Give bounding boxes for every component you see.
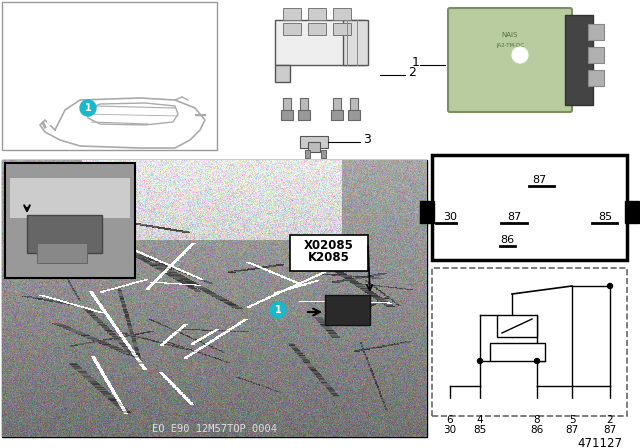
Bar (37, 243, 87, 263)
Bar (333, 8, 351, 20)
Bar (2, 160, 427, 437)
Bar (305, 150, 310, 158)
Circle shape (80, 100, 96, 116)
Bar (490, 343, 545, 361)
Bar (275, 65, 290, 82)
Text: X02085: X02085 (304, 238, 354, 251)
Bar (283, 23, 301, 35)
Circle shape (477, 358, 483, 363)
Circle shape (532, 400, 541, 409)
Bar (325, 295, 370, 325)
Bar (300, 98, 308, 110)
Circle shape (47, 120, 52, 125)
Text: JA2-TM-DC: JA2-TM-DC (496, 43, 524, 47)
Bar (308, 8, 326, 20)
Text: K2085: K2085 (308, 250, 350, 263)
Circle shape (445, 400, 454, 409)
Bar (290, 235, 368, 271)
Bar (497, 315, 537, 337)
Bar (300, 136, 328, 148)
Text: 5: 5 (569, 415, 575, 425)
Text: 87: 87 (565, 425, 579, 435)
Text: 86: 86 (500, 235, 514, 245)
Text: 1: 1 (84, 103, 92, 113)
Bar (10, 178, 130, 218)
Circle shape (270, 302, 286, 318)
Bar (283, 98, 291, 110)
Text: 4: 4 (477, 415, 483, 425)
Bar (298, 110, 310, 120)
Text: 85: 85 (474, 425, 486, 435)
Text: 87: 87 (507, 212, 521, 222)
Text: NAIS: NAIS (502, 32, 518, 38)
Bar (348, 110, 360, 120)
Circle shape (476, 400, 484, 409)
Bar (275, 20, 365, 65)
Circle shape (605, 400, 614, 409)
Bar (588, 70, 604, 86)
Bar (308, 142, 320, 152)
Bar (2, 2, 217, 150)
Bar (321, 150, 326, 158)
Text: 87: 87 (604, 425, 616, 435)
Text: 1: 1 (412, 56, 420, 69)
Bar (588, 24, 604, 40)
Text: 471127: 471127 (577, 436, 623, 448)
Circle shape (534, 358, 540, 363)
Text: 2: 2 (607, 415, 613, 425)
FancyBboxPatch shape (448, 8, 572, 112)
Circle shape (512, 47, 528, 63)
Bar (625, 201, 639, 223)
Text: 8: 8 (534, 415, 540, 425)
Text: 2: 2 (408, 65, 416, 78)
Text: EO E90 12M57TOP 0004: EO E90 12M57TOP 0004 (152, 424, 276, 434)
Bar (432, 155, 627, 260)
Text: 6: 6 (447, 415, 453, 425)
Bar (27, 215, 102, 253)
Text: 30: 30 (444, 425, 456, 435)
Bar (343, 20, 368, 65)
Text: 1: 1 (275, 305, 282, 315)
Text: 3: 3 (363, 133, 371, 146)
Text: 85: 85 (598, 212, 612, 222)
Bar (333, 23, 351, 35)
Bar (565, 15, 593, 105)
Bar (333, 98, 341, 110)
Text: 86: 86 (531, 425, 543, 435)
Bar (308, 23, 326, 35)
Bar (283, 8, 301, 20)
Bar (588, 47, 604, 63)
Circle shape (607, 284, 612, 289)
Bar (281, 110, 293, 120)
Bar (350, 98, 358, 110)
Bar (5, 163, 135, 278)
Circle shape (568, 400, 577, 409)
Text: 87: 87 (532, 175, 546, 185)
Bar (432, 268, 627, 416)
Bar (331, 110, 343, 120)
Bar (420, 201, 434, 223)
Text: 30: 30 (443, 212, 457, 222)
